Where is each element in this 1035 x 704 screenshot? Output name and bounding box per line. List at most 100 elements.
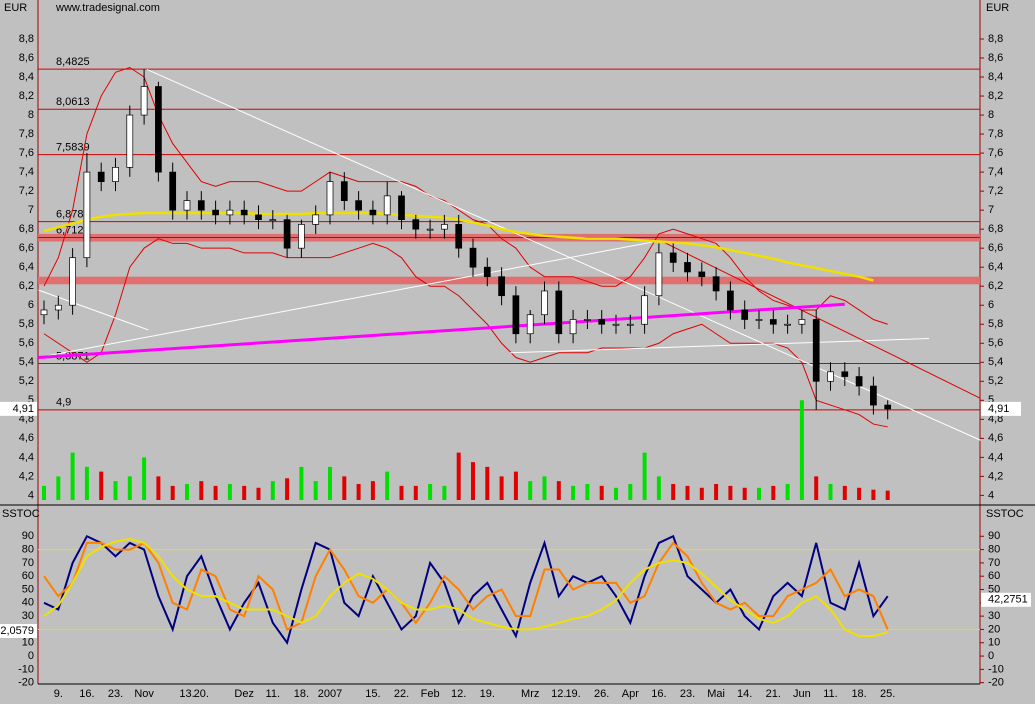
candle-body [441, 224, 448, 230]
last-price-label-right: 4,91 [988, 403, 1009, 415]
volume-bar [828, 483, 833, 500]
y-tick-label: 4,2 [19, 470, 34, 482]
candle-body [712, 276, 720, 292]
y-tick-label: 6,4 [19, 261, 34, 273]
y-tick-label: 40 [22, 597, 34, 609]
candle-body [326, 181, 334, 216]
x-tick-label: 26. [594, 688, 609, 700]
x-tick-label: 12. [551, 688, 566, 700]
annotation: 2,0579 [0, 625, 34, 637]
y-tick-label: 90 [22, 530, 34, 542]
y-tick-label-right: 6,8 [988, 223, 1003, 235]
candle-body [112, 166, 119, 182]
volume-bar [442, 485, 447, 500]
y-tick-label-right: 5,2 [988, 375, 1003, 387]
volume-bar [270, 481, 275, 500]
y-tick-label-right: 4,8 [988, 413, 1003, 425]
candle-body [355, 200, 362, 211]
x-tick-label: 16. [651, 688, 666, 700]
candle-body [69, 257, 76, 306]
x-tick-label: 12. [451, 688, 466, 700]
y-tick-label-right: 4,6 [988, 432, 1003, 444]
y-tick-label-right: 6,2 [988, 280, 1003, 292]
candle-body [255, 214, 262, 220]
candle-body [155, 86, 162, 173]
watermark: www.tradesignal.com [55, 2, 160, 14]
y-tick-label: 60 [22, 570, 34, 582]
y-tick-label-right: 8,2 [988, 90, 1003, 102]
candle-body [498, 276, 505, 297]
y-tick-label-right: 4 [988, 489, 994, 501]
x-tick-label: Mrz [521, 688, 539, 700]
candle-body [126, 114, 134, 168]
volume-bar [485, 466, 490, 500]
candle-body [197, 200, 205, 211]
y-tick-label: 8,8 [19, 33, 34, 45]
volume-bar [571, 485, 576, 500]
last-value-box [981, 592, 1031, 607]
volume-bar [328, 466, 332, 500]
candle-body [526, 314, 534, 335]
last-price-label: 4,91 [13, 403, 34, 415]
y-tick-label: 10 [22, 637, 34, 649]
x-tick-label: 25. [880, 688, 895, 700]
y-tick-label-right: 80 [988, 543, 1000, 555]
volume-bar [628, 483, 633, 500]
volume-bar [213, 485, 218, 500]
trend-line [38, 240, 661, 359]
volume-bar [256, 487, 261, 500]
y-tick-label-right: 4,2 [988, 470, 1003, 482]
volume-bar [814, 476, 819, 500]
volume-bar [42, 485, 46, 500]
volume-bar [614, 487, 618, 500]
candle-body [584, 319, 591, 321]
volume-bar [413, 485, 418, 500]
x-tick-label: Dez [234, 688, 254, 700]
candle-body [626, 323, 634, 326]
y-tick-label: 4,4 [19, 451, 34, 463]
y-tick-label-right: 6,6 [988, 242, 1003, 254]
volume-bar [242, 485, 247, 500]
candle-body [183, 200, 191, 211]
volume-bar [113, 481, 118, 500]
x-tick-label: 16. [79, 688, 94, 700]
y-tick-label-right: 7,8 [988, 128, 1003, 140]
volume-bar [671, 483, 676, 500]
candle-body [827, 371, 834, 382]
volume-bar [156, 476, 161, 500]
x-tick-label: Feb [421, 688, 440, 700]
candle-body [684, 262, 691, 273]
candle-body [240, 209, 248, 216]
candle-body [698, 271, 706, 278]
y-tick-label-right: -20 [988, 677, 1004, 689]
last-price-box-right [981, 401, 1021, 416]
x-tick-label: 11. [823, 688, 837, 700]
level-label: 7,5839 [56, 142, 90, 154]
y-tick-label: 4 [28, 489, 34, 501]
volume-bar [757, 487, 761, 500]
bollinger-upper [43, 66, 888, 325]
volume-bar [370, 481, 375, 500]
volume-bar [499, 476, 504, 500]
volume-bar [699, 487, 704, 500]
candle-body [870, 385, 877, 406]
candle-body [855, 376, 863, 387]
candle-body [54, 304, 62, 311]
y-tick-label-right: 7,6 [988, 147, 1003, 159]
volume-bar [313, 481, 318, 500]
y-tick-label: 0 [28, 650, 34, 662]
volume-bar [857, 487, 862, 500]
y-tick-label: 5,4 [19, 356, 34, 368]
volume-bar [227, 483, 232, 500]
volume-bar [585, 483, 590, 500]
candle-body [884, 404, 892, 410]
y-tick-label: 5,6 [19, 337, 34, 349]
volume-bar [513, 471, 518, 500]
x-tick-label: 21. [766, 688, 781, 700]
candle-body [555, 290, 563, 335]
volume-bar [285, 478, 290, 500]
y-tick-label: 70 [22, 557, 34, 569]
volume-bar [785, 483, 790, 500]
volume-bar [185, 483, 189, 500]
annotation-box [0, 624, 37, 638]
